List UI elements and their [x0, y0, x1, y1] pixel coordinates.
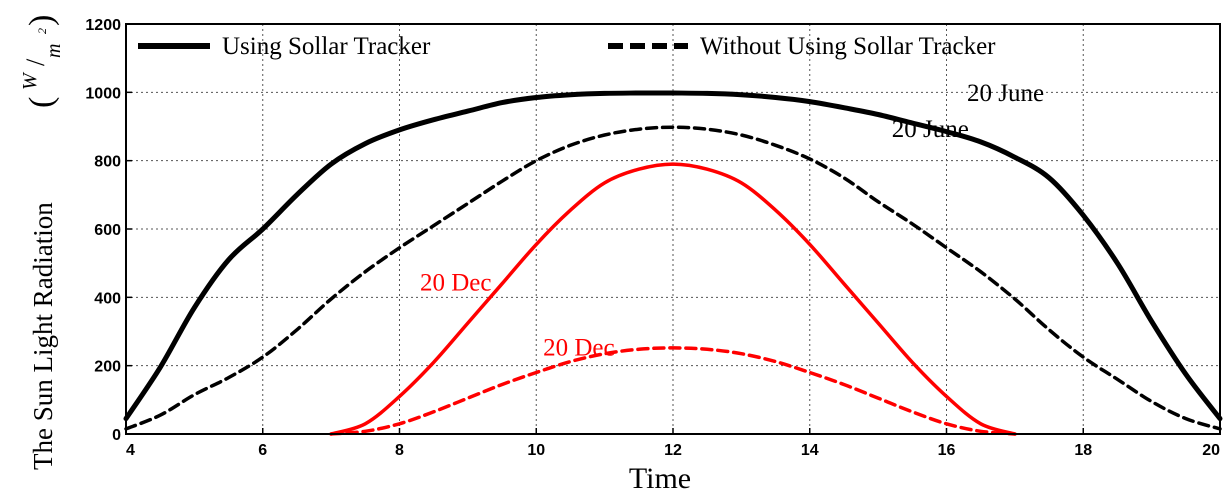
y-axis-label: The Sun Light Radiation: [28, 202, 58, 470]
x-tick-label: 20: [1202, 442, 1220, 459]
series-layer: [123, 90, 1223, 436]
legend-label-no-tracker: Without Using Sollar Tracker: [700, 33, 996, 60]
x-tick-label: 12: [664, 442, 682, 459]
y-tick-label: 1000: [85, 85, 121, 102]
legend: Using Sollar Tracker Without Using Solla…: [138, 33, 996, 60]
unit-denominator: m: [43, 44, 65, 58]
x-tick-label: 10: [527, 442, 545, 459]
y-tick-label: 1200: [85, 17, 121, 34]
series-line-20-dec-tracker: [329, 162, 1017, 436]
annotation-label: 20 Dec: [420, 270, 492, 297]
y-axis-unit: ( W / m 2 ): [19, 15, 65, 108]
unit-slash: /: [21, 58, 50, 66]
x-tick-label: 6: [258, 442, 267, 459]
y-tick-label: 600: [94, 222, 121, 239]
unit-numerator: W: [19, 71, 41, 90]
annotation-label: 20 June: [892, 116, 969, 143]
x-tick-label: 14: [801, 442, 819, 459]
x-tick-label: 18: [1074, 442, 1092, 459]
annotation-label: 20 Dec: [543, 334, 615, 361]
annotations: 20 June 20 June 20 Dec 20 Dec: [420, 80, 1044, 362]
annotation-label: 20 June: [967, 80, 1044, 107]
unit-open-paren: (: [23, 97, 60, 108]
series-line-20-june-tracker: [123, 90, 1223, 422]
series-line-20-june-no-tracker: [124, 125, 1222, 431]
y-axis-label-group: The Sun Light Radiation: [28, 202, 58, 470]
unit-close-paren: ): [23, 15, 60, 26]
grid-lines: [126, 24, 1220, 434]
unit-exponent: 2: [35, 28, 49, 34]
y-tick-label: 800: [94, 154, 121, 171]
legend-label-tracker: Using Sollar Tracker: [222, 33, 431, 60]
x-tick-label: 8: [395, 442, 404, 459]
x-axis-label: Time: [629, 462, 691, 495]
x-tick-label: 16: [938, 442, 956, 459]
x-tick-label: 4: [126, 442, 135, 459]
y-tick-label: 400: [94, 290, 121, 307]
y-tick-label: 0: [112, 427, 121, 444]
y-tick-label: 200: [94, 359, 121, 376]
series-line-20-dec-no-tracker: [329, 346, 1017, 436]
